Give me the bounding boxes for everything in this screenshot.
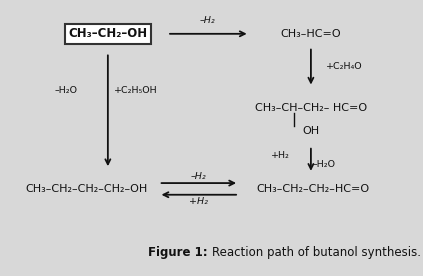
Text: CH₃–CH–CH₂– HC=O: CH₃–CH–CH₂– HC=O <box>255 104 367 113</box>
Text: Reaction path of butanol synthesis.: Reaction path of butanol synthesis. <box>212 246 420 259</box>
Text: –H₂O: –H₂O <box>313 160 336 169</box>
Text: –H₂: –H₂ <box>190 172 206 181</box>
Text: +C₂H₅OH: +C₂H₅OH <box>114 86 158 95</box>
Text: CH₃–CH₂–CH₂–CH₂–OH: CH₃–CH₂–CH₂–CH₂–OH <box>25 184 148 194</box>
Text: +C₂H₄O: +C₂H₄O <box>327 62 363 71</box>
Text: –H₂O: –H₂O <box>54 86 77 95</box>
Text: Figure 1:: Figure 1: <box>148 246 212 259</box>
Text: –H₂: –H₂ <box>200 17 215 25</box>
Text: CH₃–HC=O: CH₃–HC=O <box>280 29 341 39</box>
Text: +H₂: +H₂ <box>189 197 207 206</box>
Text: CH₃–CH₂–CH₂–HC=O: CH₃–CH₂–CH₂–HC=O <box>256 184 370 194</box>
Text: +H₂: +H₂ <box>271 151 290 160</box>
Text: OH: OH <box>302 126 319 136</box>
Text: CH₃–CH₂–OH: CH₃–CH₂–OH <box>68 27 148 40</box>
